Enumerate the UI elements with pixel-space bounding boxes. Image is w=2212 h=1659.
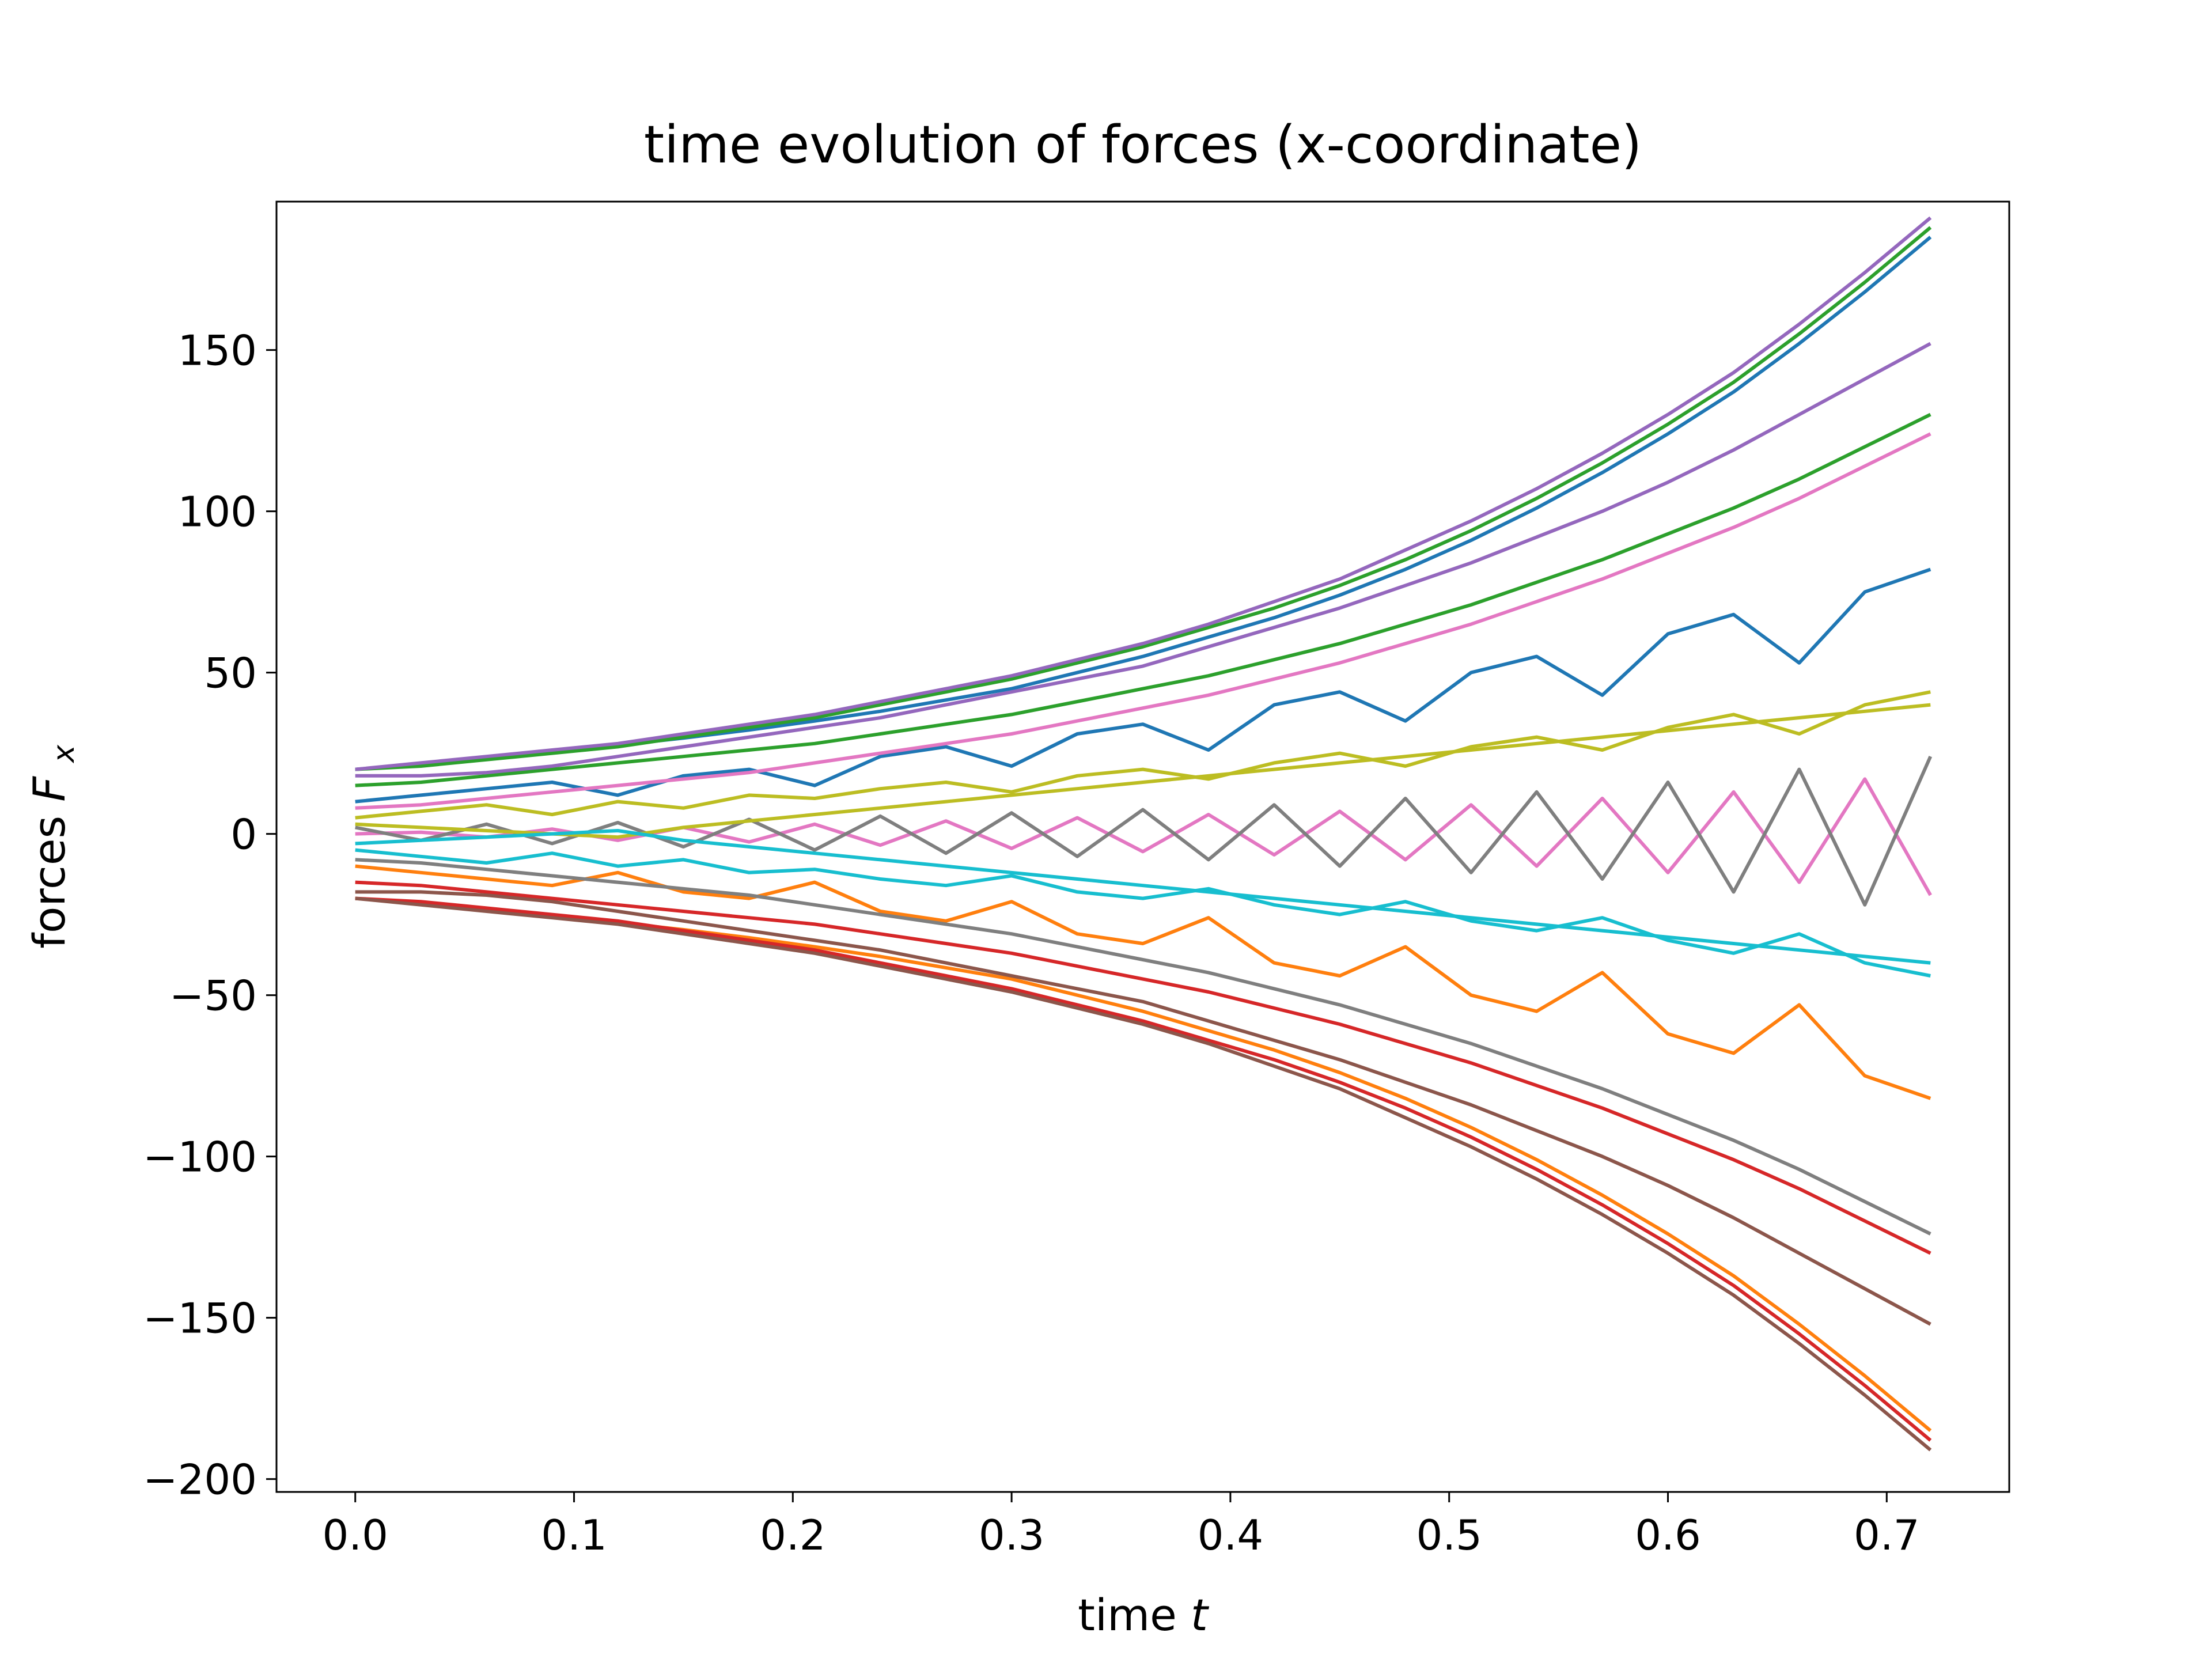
y-tick-label: −150	[143, 1294, 257, 1343]
series-line	[355, 858, 1931, 1236]
y-axis-label-var: F	[24, 776, 75, 802]
series-line	[355, 342, 1931, 778]
x-axis-label-main: time	[1078, 1589, 1191, 1641]
series-line	[355, 567, 1931, 804]
series-line	[355, 432, 1931, 810]
y-tick-label: 150	[178, 327, 257, 375]
series-line	[355, 864, 1931, 1100]
x-tick-label: 0.4	[1198, 1511, 1264, 1559]
chart-title: time evolution of forces (x-coordinate)	[644, 115, 1642, 175]
series-line	[355, 829, 1931, 965]
x-tick-label: 0.6	[1635, 1511, 1701, 1559]
x-tick-label: 0.5	[1416, 1511, 1482, 1559]
series-line	[355, 216, 1932, 771]
series-line	[355, 777, 1932, 896]
x-axis-label-var: t	[1191, 1589, 1210, 1641]
x-axis-label: time t	[1078, 1589, 1210, 1641]
x-tick-label: 0.1	[541, 1511, 607, 1559]
series-line	[355, 896, 1932, 1442]
series-line	[355, 896, 1932, 1452]
x-tick-label: 0.7	[1854, 1511, 1920, 1559]
y-axis-label-sub: x	[47, 744, 81, 764]
y-tick-label: 100	[178, 488, 257, 536]
series-line	[355, 412, 1931, 787]
series-line	[355, 755, 1933, 907]
y-tick-label: −200	[143, 1456, 257, 1504]
y-tick-label: −100	[143, 1133, 257, 1181]
series-line	[355, 880, 1931, 1255]
x-tick-label: 0.2	[760, 1511, 826, 1559]
series-line	[355, 226, 1932, 771]
x-axis: 0.0 0.1 0.2 0.3 0.4 0.5 0.6 0.7	[322, 1492, 1920, 1559]
x-tick-label: 0.0	[322, 1511, 388, 1559]
series-line	[355, 690, 1931, 820]
series-line	[355, 703, 1931, 839]
y-axis-label-main: forces	[24, 802, 75, 949]
series-line	[355, 890, 1931, 1326]
plot-frame	[275, 200, 2010, 1493]
y-tick-label: 50	[204, 649, 257, 698]
y-axis: 150 100 50 0 −50 −100 −150 −200	[143, 327, 276, 1504]
series-line	[355, 848, 1931, 978]
y-tick-label: −50	[169, 972, 257, 1020]
x-tick-label: 0.3	[979, 1511, 1045, 1559]
y-tick-label: 0	[230, 810, 257, 859]
y-axis-label: forces F x	[24, 744, 81, 949]
series-layer	[355, 216, 1933, 1452]
